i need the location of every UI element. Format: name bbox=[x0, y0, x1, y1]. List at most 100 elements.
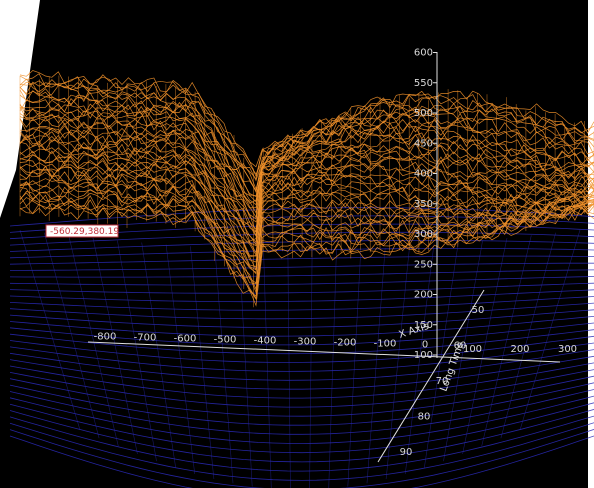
z-axis-line bbox=[377, 289, 485, 463]
surface-grid-line bbox=[19, 197, 594, 299]
x-tick-label: -500 bbox=[214, 335, 237, 346]
surface-grid-line bbox=[19, 118, 594, 223]
x-tick-label: -800 bbox=[94, 332, 117, 343]
y-axis-ticks: 100 150 200 250 300 350 400 450 500 550 600 bbox=[414, 48, 437, 361]
surface-grid-line bbox=[19, 158, 594, 257]
base-grid-line bbox=[9, 429, 594, 488]
base-grid-line bbox=[9, 395, 594, 444]
x-tick-label: -400 bbox=[254, 336, 277, 347]
surface-grid-line bbox=[19, 94, 594, 192]
surface-grid-line bbox=[19, 132, 594, 233]
base-grid-line bbox=[404, 244, 435, 474]
y-tick-label: 250 bbox=[414, 259, 433, 270]
base-grid-line bbox=[9, 435, 594, 488]
y-tick-label: 400 bbox=[414, 169, 433, 180]
z-tick-label: 70 bbox=[436, 376, 449, 387]
surface-grid-line bbox=[19, 143, 594, 242]
base-grid-line bbox=[9, 369, 594, 408]
base-grid-line bbox=[328, 249, 337, 488]
surface-wireframe bbox=[19, 70, 594, 308]
base-grid-line bbox=[309, 249, 313, 488]
base-grid-line bbox=[9, 255, 594, 265]
y-tick-label: 200 bbox=[414, 290, 433, 301]
z-tick-label: 80 bbox=[418, 412, 431, 423]
base-grid-line bbox=[9, 375, 594, 417]
y-tick-label: 550 bbox=[414, 78, 433, 89]
base-grid-line bbox=[9, 276, 594, 286]
z-tick-label: 60 bbox=[454, 341, 467, 352]
base-grid-line bbox=[443, 240, 483, 462]
surface-grid-line bbox=[19, 114, 594, 214]
y-tick-label: 500 bbox=[414, 108, 433, 119]
value-readout: -560.29,380.19 bbox=[45, 224, 119, 238]
x-axis-ticks: -800 -700 -600 -500 -400 -300 -200 -100 0 100 200 3… bbox=[94, 332, 577, 355]
surface-grid-line bbox=[19, 106, 594, 206]
base-grid-line bbox=[9, 349, 594, 381]
surface-grid-line bbox=[19, 81, 594, 182]
surface-grid-line bbox=[19, 112, 594, 209]
y-tick-label: 150 bbox=[414, 320, 433, 331]
x-axis-line bbox=[87, 341, 561, 363]
base-grid-line bbox=[9, 422, 594, 481]
base-grid-line bbox=[366, 247, 386, 484]
base-grid-line bbox=[347, 248, 362, 487]
base-grid-line bbox=[68, 235, 119, 447]
base-grid-line bbox=[9, 262, 594, 271]
base-grid-line bbox=[462, 237, 508, 454]
readout-box bbox=[45, 224, 119, 238]
base-grid-line bbox=[9, 322, 594, 346]
z-tick-label: 50 bbox=[472, 305, 485, 316]
base-grid-line bbox=[9, 269, 594, 278]
surface-grid-line bbox=[19, 165, 594, 263]
surface-grid-line bbox=[19, 181, 594, 275]
y-tick-label: 600 bbox=[414, 48, 433, 59]
base-grid-line bbox=[9, 415, 594, 472]
surface-grid-line bbox=[19, 151, 594, 246]
base-grid-line bbox=[117, 240, 157, 462]
y-tick-label: 300 bbox=[414, 229, 433, 240]
base-grid-line bbox=[9, 402, 594, 454]
base-grid-line bbox=[385, 246, 410, 480]
y-tick-label: 450 bbox=[414, 138, 433, 149]
base-grid-line bbox=[424, 242, 459, 468]
z-tick-label: 90 bbox=[400, 447, 413, 458]
surface-grid-line bbox=[19, 154, 594, 257]
base-grid-line bbox=[9, 289, 594, 303]
y-tick-label: 350 bbox=[414, 199, 433, 210]
axes bbox=[87, 52, 561, 463]
base-grid-line bbox=[500, 232, 556, 439]
x-tick-label: -100 bbox=[374, 339, 397, 350]
base-grid-line bbox=[9, 302, 594, 320]
surface-grid-line bbox=[19, 89, 594, 194]
surface-grid-line bbox=[19, 160, 594, 254]
base-grid-line bbox=[481, 235, 532, 447]
base-grid-line bbox=[519, 229, 581, 431]
base-grid-line bbox=[165, 244, 196, 474]
base-grid-line bbox=[9, 282, 594, 294]
surface-grid-line bbox=[19, 125, 594, 220]
base-grid-line bbox=[190, 246, 215, 480]
base-grid-line bbox=[238, 248, 253, 487]
surface-grid-line bbox=[19, 103, 594, 204]
base-grid-line bbox=[214, 247, 234, 484]
surface-grid-line bbox=[19, 203, 594, 301]
base-grid-line bbox=[9, 316, 594, 337]
base-grid-line bbox=[92, 237, 138, 454]
surface-grid-line bbox=[19, 117, 594, 219]
surface-grid-line bbox=[19, 178, 594, 271]
base-grid-line bbox=[9, 355, 594, 390]
base-grid-line bbox=[9, 335, 594, 363]
base-grid-line bbox=[9, 389, 594, 435]
z-axis-ticks: 50 60 70 80 90 bbox=[400, 305, 485, 458]
x-tick-label: -300 bbox=[294, 337, 317, 348]
surface-grid-line bbox=[19, 204, 594, 307]
x-tick-label: -700 bbox=[134, 333, 157, 344]
x-tick-label: -600 bbox=[174, 334, 197, 345]
base-grid-line bbox=[19, 229, 81, 431]
base-grid-line bbox=[9, 342, 594, 372]
x-tick-label: 200 bbox=[510, 344, 529, 355]
x-tick-label: -200 bbox=[334, 338, 357, 349]
surface-grid-line bbox=[19, 150, 594, 247]
surface-grid-line bbox=[19, 131, 594, 230]
